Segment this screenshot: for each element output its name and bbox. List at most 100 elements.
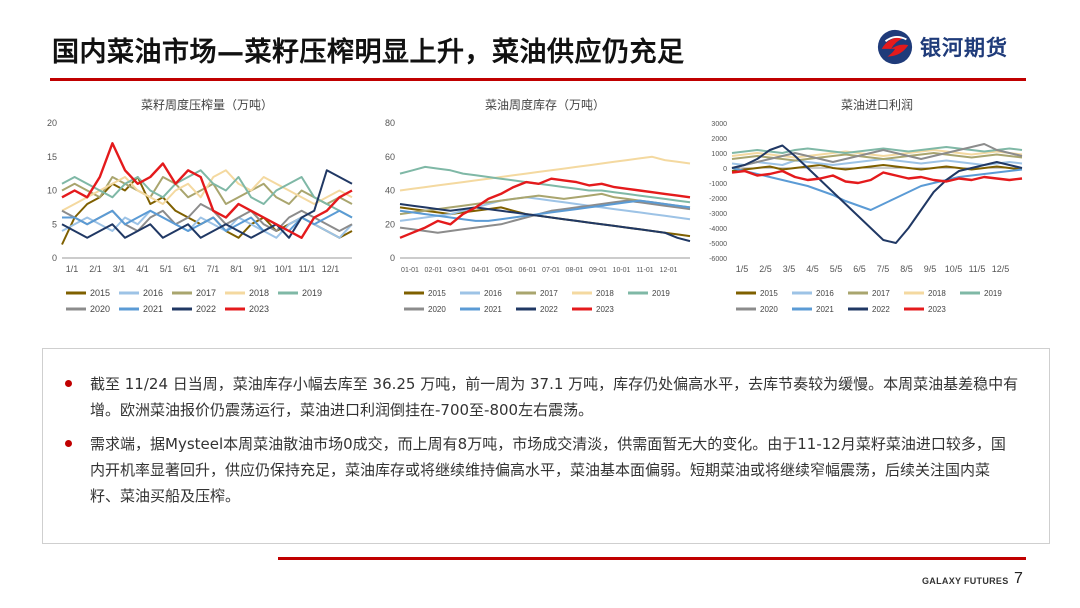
legend-label: 2023	[928, 305, 946, 314]
legend-label: 2021	[484, 305, 502, 314]
x-tick-label: 4/1	[136, 264, 149, 274]
legend-label: 2021	[816, 305, 834, 314]
legend-label: 2015	[760, 289, 778, 298]
x-tick-label: 6/1	[183, 264, 196, 274]
x-tick-label: 11-01	[636, 267, 653, 274]
series-line-2016	[399, 196, 691, 222]
galaxy-logo-icon	[877, 29, 913, 65]
y-tick-label: 0	[723, 166, 727, 173]
bullet-item: 截至 11/24 日当周，菜油库存小幅去库至 36.25 万吨，前一周为 37.…	[65, 371, 1019, 423]
chart-title: 菜油进口利润	[841, 98, 913, 112]
series-line-2018	[61, 169, 353, 212]
series-line-2019	[731, 146, 1023, 154]
legend-label: 2017	[196, 288, 216, 298]
x-tick-label: 02-01	[425, 267, 443, 274]
legend-label: 2022	[872, 305, 890, 314]
x-tick-label: 10-01	[613, 267, 631, 274]
x-tick-label: 06-01	[519, 267, 537, 274]
chart-oil-inventory-svg: 菜油周度库存（万吨） 0 20 40 60 80 01-01 02-01 03-01 04-01 0…	[385, 97, 691, 314]
y-tick-label: 0	[390, 253, 395, 263]
chart-crush-volume: 菜籽周度压榨量（万吨） 0 5 10 15 20 1/1 2/1 3/1 4/1 5/1 6/1 7/1…	[30, 95, 360, 330]
y-tick-label: -1000	[709, 181, 727, 188]
series-line-2022	[61, 169, 353, 239]
footer-divider	[278, 557, 1026, 560]
page-number: 7	[1014, 570, 1023, 587]
commentary-box: 截至 11/24 日当周，菜油库存小幅去库至 36.25 万吨，前一周为 37.…	[42, 348, 1050, 544]
series-line-2021	[731, 167, 1023, 211]
legend-label: 2018	[928, 289, 946, 298]
y-tick-label: 10	[47, 186, 57, 196]
y-tick-label: 20	[47, 118, 57, 128]
series-line-2021	[399, 199, 691, 222]
y-tick-label: 20	[385, 219, 395, 229]
y-tick-label: -6000	[709, 256, 727, 263]
series-line-2020	[731, 143, 1023, 169]
x-tick-label: 01-01	[401, 267, 419, 274]
x-tick-label: 1/1	[66, 264, 79, 274]
series-line-2019	[399, 165, 691, 204]
legend-label: 2020	[90, 304, 110, 314]
x-tick-label: 3/1	[113, 264, 126, 274]
y-tick-label: 60	[385, 152, 395, 162]
legend-label: 2022	[196, 304, 216, 314]
legend-label: 2019	[984, 289, 1002, 298]
x-tick-label: 04-01	[472, 267, 490, 274]
legend-label: 2015	[90, 288, 110, 298]
series-line-2023	[731, 169, 1023, 185]
x-tick-label: 12/5	[992, 264, 1010, 274]
legend-label: 2023	[249, 304, 269, 314]
legend-label: 2018	[596, 289, 614, 298]
chart-import-profit: 菜油进口利润 -6000 -5000 -4000 -3000 -2000 -1000 0 100…	[700, 95, 1030, 330]
chart-oil-inventory: 菜油周度库存（万吨） 0 20 40 60 80 01-01 02-01 03-01 04-01 0…	[368, 95, 698, 330]
x-tick-label: 07-01	[542, 267, 560, 274]
y-tick-label: -3000	[709, 211, 727, 218]
y-tick-label: 5	[52, 219, 57, 229]
series-line-2023	[399, 177, 691, 239]
legend-label: 2020	[760, 305, 778, 314]
x-tick-label: 7/1	[207, 264, 220, 274]
y-tick-label: -4000	[709, 226, 727, 233]
x-tick-label: 2/1	[89, 264, 102, 274]
x-tick-label: 1/5	[736, 264, 749, 274]
bullet-dot-icon	[65, 440, 72, 447]
series-line-2019	[61, 169, 353, 219]
chart-title: 菜籽周度压榨量（万吨）	[141, 97, 273, 112]
x-tick-label: 08-01	[566, 267, 584, 274]
y-tick-label: 3000	[711, 121, 727, 128]
x-tick-label: 03-01	[448, 267, 466, 274]
legend-label: 2023	[596, 305, 614, 314]
x-tick-label: 12/1	[322, 264, 340, 274]
bullet-text: 截至 11/24 日当周，菜油库存小幅去库至 36.25 万吨，前一周为 37.…	[90, 375, 1019, 419]
x-tick-label: 9/5	[924, 264, 937, 274]
legend-label: 2019	[302, 288, 322, 298]
legend-label: 2015	[428, 289, 446, 298]
x-tick-label: 05-01	[495, 267, 513, 274]
title-divider	[50, 78, 1026, 81]
x-tick-label: 09-01	[589, 267, 607, 274]
series-line-2018	[399, 155, 691, 192]
y-tick-label: 15	[47, 152, 57, 162]
x-tick-label: 3/5	[783, 264, 796, 274]
x-tick-label: 11/5	[969, 264, 986, 274]
page-title: 国内菜油市场—菜籽压榨明显上升，菜油供应仍充足	[52, 37, 685, 68]
chart-import-profit-svg: 菜油进口利润 -6000 -5000 -4000 -3000 -2000 -1000 0 100…	[709, 98, 1023, 314]
x-tick-label: 8/1	[230, 264, 243, 274]
legend-label: 2022	[540, 305, 558, 314]
x-tick-label: 5/1	[160, 264, 173, 274]
series-line-2015	[731, 164, 1023, 172]
y-tick-label: -2000	[709, 196, 727, 203]
legend-label: 2016	[143, 288, 163, 298]
legend-label: 2017	[872, 289, 890, 298]
x-tick-label: 8/5	[900, 264, 913, 274]
series-line-2017	[731, 152, 1023, 162]
bullet-dot-icon	[65, 380, 72, 387]
legend-label: 2021	[143, 304, 163, 314]
x-tick-label: 7/5	[877, 264, 890, 274]
legend-label: 2020	[428, 305, 446, 314]
y-tick-label: 2000	[711, 136, 727, 143]
y-tick-label: 80	[385, 118, 395, 128]
x-tick-label: 2/5	[759, 264, 772, 274]
series-line-2022	[399, 203, 691, 243]
x-tick-label: 6/5	[853, 264, 866, 274]
x-tick-label: 12-01	[660, 267, 678, 274]
